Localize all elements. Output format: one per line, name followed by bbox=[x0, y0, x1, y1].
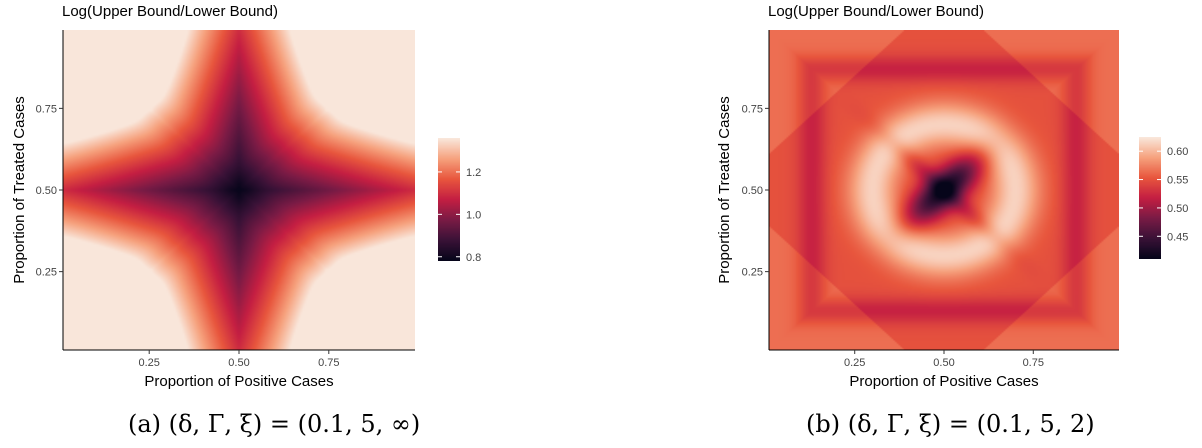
figure-caption: (b) (δ, Γ, ξ) = (0.1, 5, 2) bbox=[806, 410, 1095, 438]
heatmap-raster bbox=[63, 30, 415, 350]
x-tick-label: 0.25 bbox=[138, 357, 159, 369]
heatmap-panel-b: Log(Upper Bound/Lower Bound) 0.25 0.50 0.7… bbox=[601, 0, 1202, 448]
x-tick-label: 0.50 bbox=[933, 357, 954, 369]
x-axis-label: Proportion of Positive Cases bbox=[849, 373, 1038, 390]
x-tick-label: 0.50 bbox=[228, 357, 249, 369]
colorbar-tick-label: 1.0 bbox=[466, 209, 481, 221]
x-tick-label: 0.75 bbox=[1023, 357, 1044, 369]
x-axis-label: Proportion of Positive Cases bbox=[144, 373, 333, 390]
chart-title: Log(Upper Bound/Lower Bound) bbox=[62, 3, 278, 20]
y-axis-label: Proportion of Treated Cases bbox=[11, 96, 28, 284]
y-tick-label: 0.25 bbox=[742, 267, 763, 279]
y-tick-label: 0.75 bbox=[742, 103, 763, 115]
colorbar bbox=[438, 138, 460, 261]
x-ticks: 0.25 0.50 0.75 bbox=[844, 350, 1044, 369]
x-tick-label: 0.75 bbox=[318, 357, 339, 369]
colorbar-tick-label: 0.50 bbox=[1167, 203, 1188, 215]
heatmap-panel-a: Log(Upper Bound/Lower Bound) 0.25 0.50 0.7… bbox=[0, 0, 600, 448]
colorbar-tick-label: 1.2 bbox=[466, 167, 481, 179]
x-tick-label: 0.25 bbox=[844, 357, 865, 369]
chart-title: Log(Upper Bound/Lower Bound) bbox=[768, 3, 984, 20]
y-tick-label: 0.25 bbox=[36, 267, 57, 279]
colorbar-tick-label: 0.55 bbox=[1167, 175, 1188, 187]
figure-caption: (a) (δ, Γ, ξ) = (0.1, 5, ∞) bbox=[128, 410, 421, 438]
y-axis-label: Proportion of Treated Cases bbox=[716, 96, 733, 284]
colorbar-tick-label: 0.45 bbox=[1167, 231, 1188, 243]
heatmap-chart-b: Log(Upper Bound/Lower Bound) 0.25 0.50 0.7… bbox=[716, 3, 1188, 390]
heatmap-chart-a: Log(Upper Bound/Lower Bound) 0.25 0.50 0.7… bbox=[11, 3, 481, 390]
y-tick-label: 0.50 bbox=[36, 185, 57, 197]
colorbar-ticks: 0.45 0.50 0.55 0.60 bbox=[1139, 146, 1188, 243]
x-ticks: 0.25 0.50 0.75 bbox=[138, 350, 340, 369]
y-tick-label: 0.75 bbox=[36, 103, 57, 115]
y-tick-label: 0.50 bbox=[742, 185, 763, 197]
colorbar-tick-label: 0.8 bbox=[466, 252, 481, 264]
y-ticks: 0.25 0.50 0.75 bbox=[36, 103, 63, 279]
colorbar-tick-label: 0.60 bbox=[1167, 146, 1188, 158]
colorbar-ticks: 0.8 1.0 1.2 bbox=[438, 167, 481, 264]
heatmap-raster bbox=[769, 30, 1119, 350]
y-ticks: 0.25 0.50 0.75 bbox=[742, 103, 769, 279]
colorbar bbox=[1139, 137, 1161, 259]
